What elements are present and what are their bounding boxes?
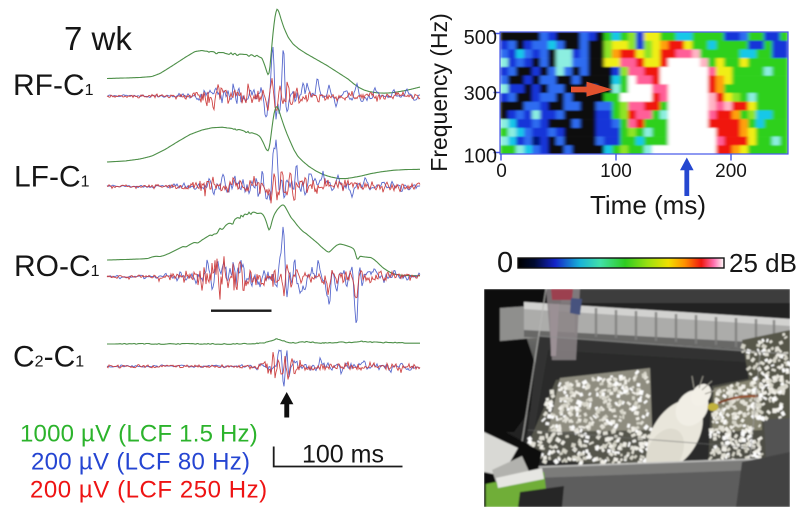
svg-text:500: 500 — [464, 27, 497, 49]
svg-text:Time (ms): Time (ms) — [590, 190, 706, 220]
svg-text:1000 µV (LCF 1.5 Hz): 1000 µV (LCF 1.5 Hz) — [20, 421, 258, 448]
svg-text:100: 100 — [600, 161, 632, 182]
svg-text:300: 300 — [464, 83, 497, 105]
svg-text:LF-C1: LF-C1 — [14, 160, 90, 193]
svg-text:0: 0 — [496, 161, 507, 182]
svg-text:RO-C1: RO-C1 — [14, 250, 100, 283]
svg-text:100: 100 — [464, 145, 497, 167]
svg-text:100 ms: 100 ms — [302, 441, 384, 469]
svg-text:Frequency (Hz): Frequency (Hz) — [426, 13, 452, 171]
svg-text:200: 200 — [715, 161, 747, 182]
svg-text:200 µV (LCF 80 Hz): 200 µV (LCF 80 Hz) — [31, 448, 250, 475]
svg-text:200 µV (LCF 250 Hz): 200 µV (LCF 250 Hz) — [30, 477, 268, 504]
svg-text:C2-C1: C2-C1 — [13, 341, 84, 374]
svg-text:RF-C1: RF-C1 — [13, 69, 94, 102]
svg-text:25 dB: 25 dB — [729, 248, 797, 278]
svg-text:0: 0 — [497, 247, 513, 279]
svg-text:7 wk: 7 wk — [64, 20, 132, 57]
